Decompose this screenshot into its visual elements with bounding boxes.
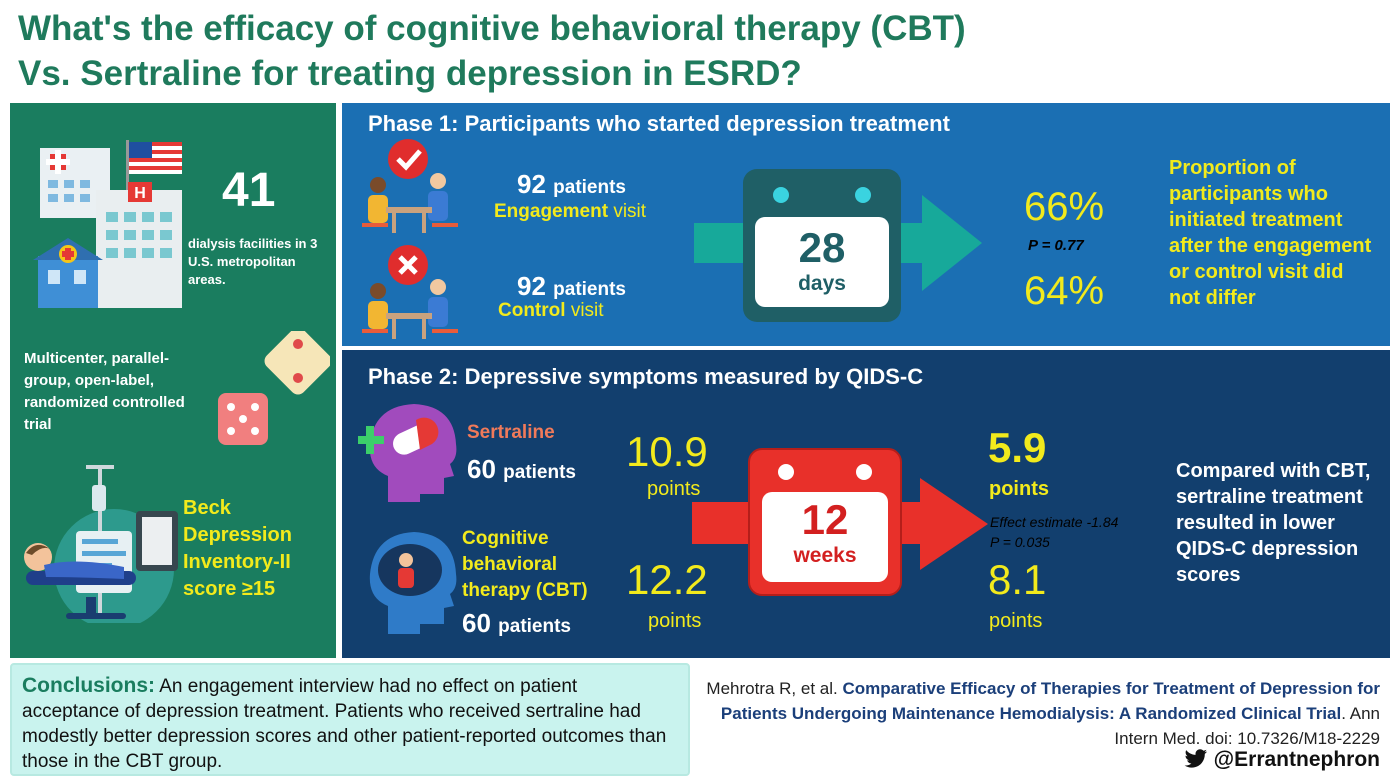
cbt-baseline-unit: points	[648, 610, 702, 632]
sertraline-baseline-value: 10.9	[626, 428, 708, 475]
control-group-label: Control visit	[498, 300, 604, 321]
control-cross-icon	[362, 245, 458, 339]
citation-journal: . Ann Intern Med. doi: 10.7326/M18-2229	[1114, 704, 1380, 748]
phase-2-duration-value: 12	[801, 496, 849, 543]
twitter-bird-icon	[1184, 749, 1207, 768]
engagement-check-icon	[362, 139, 458, 233]
twitter-attribution: @Errantnephron	[1184, 748, 1380, 772]
title-line-2: Vs. Sertraline for treating depression i…	[18, 54, 802, 93]
phase-1-calendar-icon: 28 days	[743, 169, 901, 322]
sertraline-label: Sertraline	[467, 422, 555, 443]
dice-icon	[218, 331, 330, 445]
cbt-head-icon	[369, 532, 457, 634]
hospital-icon: H	[33, 140, 182, 308]
patient-bdi-icon	[24, 465, 178, 623]
engagement-percent: 66%	[1024, 185, 1105, 229]
cbt-label: Cognitive behavioral therapy (CBT)	[462, 528, 588, 601]
phase-2-duration-unit: weeks	[793, 544, 857, 567]
facilities-description: dialysis facilities in 3 U.S. metropolit…	[188, 236, 318, 287]
conclusions-box: Conclusions: An engagement interview had…	[10, 663, 690, 776]
engagement-group-count: 92 patients	[517, 169, 627, 199]
cbt-baseline-value: 12.2	[626, 556, 708, 603]
phase-1-duration-unit: days	[798, 272, 846, 295]
phase-1-duration-value: 28	[798, 224, 846, 271]
phase-2-title: Phase 2: Depressive symptoms measured by…	[368, 364, 924, 389]
twitter-handle: @Errantnephron	[1213, 748, 1380, 771]
phase-2-summary: Compared with CBT, sertraline treatment …	[1176, 460, 1371, 586]
conclusions-text: An engagement interview had no effect on…	[22, 676, 667, 772]
citation: Mehrotra R, et al. Comparative Efficacy …	[700, 676, 1380, 751]
phase-2-effect-estimate: Effect estimate -1.84	[990, 514, 1119, 530]
phase-2-p-value: P = 0.035	[990, 534, 1050, 550]
sertraline-head-pill-icon	[358, 404, 457, 502]
sertraline-count: 60 patients	[467, 454, 577, 484]
citation-title: Comparative Efficacy of Therapies for Tr…	[720, 679, 1380, 723]
inclusion-criteria: Beck Depression Inventory-II score ≥15	[183, 497, 292, 600]
phase-2-calendar-icon: 12 weeks	[748, 448, 902, 596]
trial-design: Multicenter, parallel-group, open-label,…	[24, 350, 185, 433]
cbt-final-unit: points	[989, 610, 1043, 632]
sertraline-baseline-unit: points	[647, 478, 701, 500]
study-design-panel: H 41 dialysis facilities in 3 U.S. metro…	[10, 103, 336, 658]
cbt-count: 60 patients	[462, 608, 572, 638]
phase-2-panel: Phase 2: Depressive symptoms measured by…	[342, 350, 1390, 658]
facilities-count: 41	[222, 164, 276, 217]
phase-1-p-value: P = 0.77	[1028, 237, 1084, 254]
sertraline-final-value: 5.9	[988, 424, 1047, 471]
svg-text:H: H	[134, 185, 146, 202]
sertraline-final-unit: points	[989, 478, 1049, 500]
engagement-group-label: Engagement visit	[494, 201, 647, 222]
control-percent: 64%	[1024, 269, 1105, 313]
phase-1-summary: Proportion of participants who initiated…	[1169, 157, 1372, 309]
phase-1-title: Phase 1: Participants who started depres…	[368, 111, 950, 136]
conclusions-label: Conclusions:	[22, 674, 156, 697]
cbt-final-value: 8.1	[988, 556, 1047, 603]
citation-authors: Mehrotra R, et al.	[706, 679, 838, 698]
control-group-count: 92 patients	[517, 271, 627, 301]
title-line-1: What's the efficacy of cognitive behavio…	[18, 9, 966, 48]
phase-1-panel: Phase 1: Participants who started depres…	[342, 103, 1390, 346]
